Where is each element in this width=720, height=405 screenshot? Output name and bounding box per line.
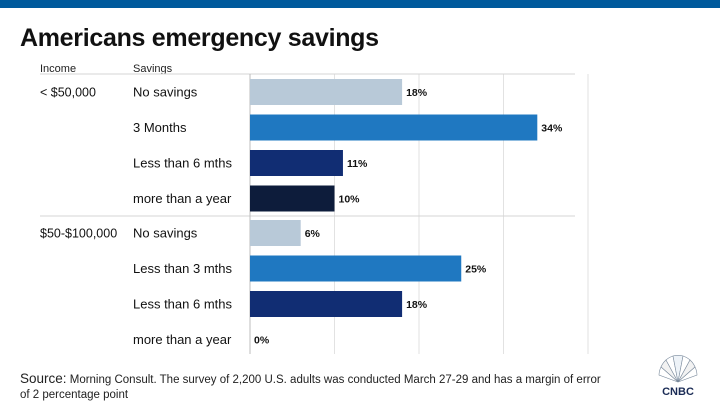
- data-label: 0%: [254, 335, 270, 347]
- category-label: No savings: [133, 85, 198, 100]
- source-label: Source:: [20, 371, 67, 386]
- peacock-icon: [658, 355, 698, 383]
- cnbc-logo: CNBC: [658, 355, 698, 398]
- bar: [250, 220, 301, 246]
- data-label: 11%: [347, 158, 368, 170]
- data-label: 6%: [305, 228, 321, 240]
- group-label: $50-$100,000: [40, 227, 117, 241]
- category-label: more than a year: [133, 191, 232, 206]
- data-label: 34%: [541, 123, 563, 135]
- bar: [250, 185, 335, 212]
- data-label: 10%: [339, 194, 361, 206]
- top-band: [0, 0, 720, 8]
- category-label: more than a year: [133, 332, 232, 347]
- source-note: Source: Morning Consult. The survey of 2…: [20, 371, 610, 403]
- income-header: Income: [40, 63, 77, 75]
- logo-text: CNBC: [662, 386, 694, 398]
- category-label: 3 Months: [133, 120, 187, 135]
- bar: [250, 150, 343, 176]
- bar: [250, 79, 403, 105]
- chart-title: Americans emergency savings: [20, 24, 379, 52]
- bar: [250, 255, 462, 282]
- data-label: 18%: [406, 87, 428, 99]
- data-label: 18%: [406, 299, 428, 311]
- bar: [250, 114, 538, 141]
- category-label: Less than 6 mths: [133, 156, 232, 171]
- source-text: Morning Consult. The survey of 2,200 U.S…: [20, 374, 601, 401]
- data-label: 25%: [465, 264, 487, 276]
- bar: [250, 291, 403, 317]
- category-label: Less than 3 mths: [133, 261, 232, 276]
- savings-header: Savings: [133, 63, 173, 75]
- category-label: Less than 6 mths: [133, 297, 232, 312]
- group-label: < $50,000: [40, 86, 96, 100]
- category-label: No savings: [133, 226, 198, 241]
